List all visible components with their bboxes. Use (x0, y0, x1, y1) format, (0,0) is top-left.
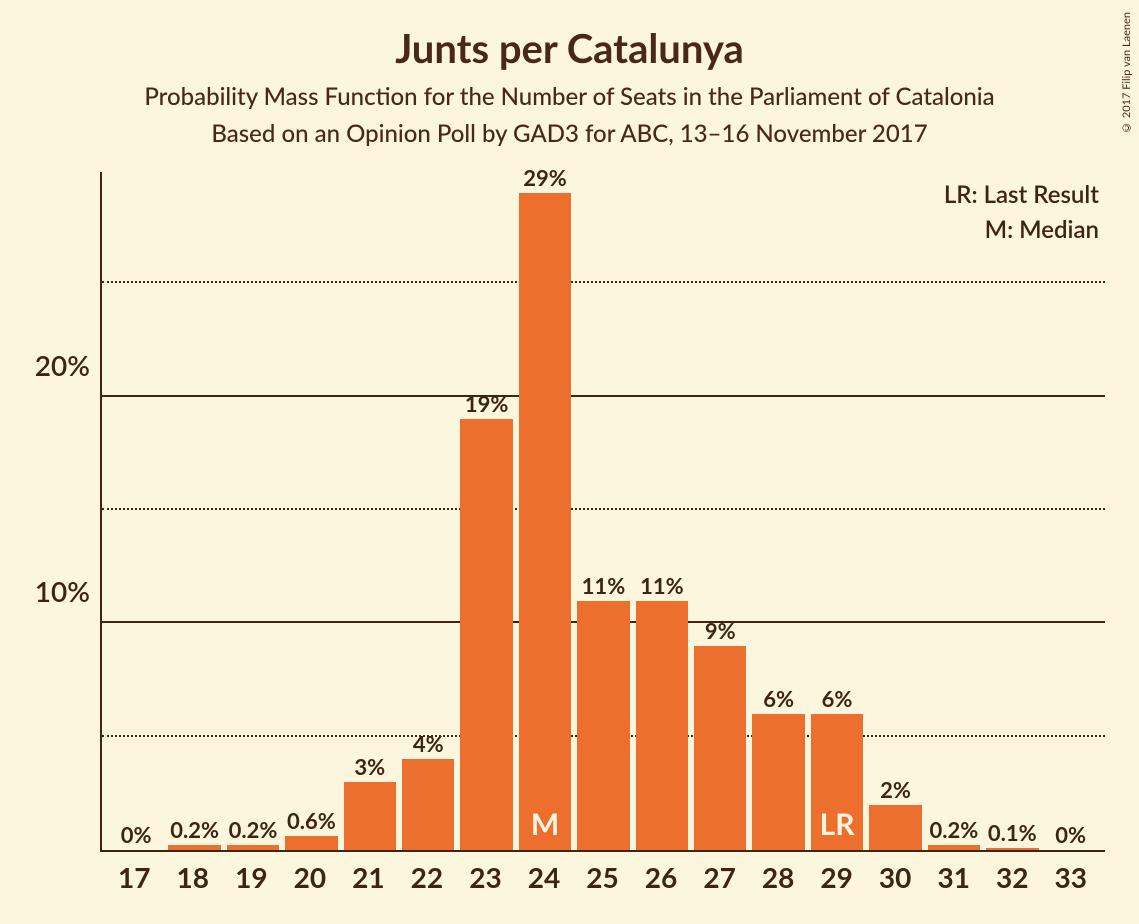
chart-subtitle-2: Based on an Opinion Poll by GAD3 for ABC… (0, 119, 1139, 148)
bar-wrap: 2% (869, 776, 921, 850)
bar (694, 646, 746, 850)
bar-wrap: 0.2% (227, 816, 279, 850)
x-axis-label: 22 (401, 860, 454, 894)
x-axis-label: 30 (869, 860, 922, 894)
bar-value-label: 29% (523, 164, 567, 191)
bar-wrap: 0% (110, 821, 162, 850)
bar: M (519, 193, 571, 850)
bar (344, 782, 396, 850)
bar-value-label: 0.6% (287, 807, 336, 834)
bar (928, 845, 980, 850)
bar-value-label: 11% (640, 572, 684, 599)
bar-wrap: 6% (752, 685, 804, 850)
bar-wrap: 0.1% (986, 819, 1038, 850)
bar (227, 845, 279, 850)
bar-value-label: 0% (121, 821, 152, 848)
bar-wrap: 0.2% (168, 816, 220, 850)
bar-wrap: 29% M (519, 164, 571, 850)
bar-value-label: 2% (880, 776, 911, 803)
x-axis-label: 18 (167, 860, 220, 894)
y-axis-label: 10% (35, 574, 90, 608)
chart-subtitle-1: Probability Mass Function for the Number… (0, 82, 1139, 111)
bar-value-label: 9% (705, 617, 736, 644)
bar-wrap: 11% (636, 572, 688, 850)
bar-value-label: 0% (1055, 821, 1086, 848)
x-axis-label: 31 (927, 860, 980, 894)
bar-value-label: 4% (413, 730, 444, 757)
x-axis-label: 19 (225, 860, 278, 894)
x-axis-label: 20 (284, 860, 337, 894)
chart-title: Junts per Catalunya (0, 24, 1139, 72)
bar-wrap: 3% (344, 753, 396, 850)
bar-wrap: 6% LR (811, 685, 863, 850)
x-axis-label: 23 (459, 860, 512, 894)
bar (577, 601, 629, 850)
plot-area: 0%0.2%0.2%0.6%3%4%19%29%M11%11%9%6%6%LR2… (100, 172, 1105, 852)
bar-wrap: 9% (694, 617, 746, 850)
x-axis-label: 21 (342, 860, 395, 894)
bar: LR (811, 714, 863, 850)
bar (869, 805, 921, 850)
bar (168, 845, 220, 850)
x-axis-label: 29 (810, 860, 863, 894)
x-axis-label: 26 (635, 860, 688, 894)
bar-value-label: 11% (582, 572, 626, 599)
bar-value-label: 0.1% (988, 819, 1037, 846)
x-axis-label: 28 (752, 860, 805, 894)
median-marker: M (531, 806, 559, 842)
bar-value-label: 6% (763, 685, 794, 712)
x-axis-label: 27 (693, 860, 746, 894)
bar-wrap: 4% (402, 730, 454, 850)
bar (752, 714, 804, 850)
bar-wrap: 11% (577, 572, 629, 850)
bar (460, 419, 512, 850)
titles-block: Junts per Catalunya Probability Mass Fun… (0, 0, 1139, 148)
bar-value-label: 6% (822, 685, 853, 712)
bar-value-label: 0.2% (930, 816, 979, 843)
bar-wrap: 0.2% (928, 816, 980, 850)
x-axis-label: 24 (518, 860, 571, 894)
bar-value-label: 19% (465, 390, 509, 417)
chart-area: 0%0.2%0.2%0.6%3%4%19%29%M11%11%9%6%6%LR2… (100, 172, 1105, 852)
bar-value-label: 0.2% (170, 816, 219, 843)
bar (986, 848, 1038, 850)
bars-container: 0%0.2%0.2%0.6%3%4%19%29%M11%11%9%6%6%LR2… (102, 172, 1105, 850)
bar-wrap: 19% (460, 390, 512, 850)
bar-value-label: 0.2% (229, 816, 278, 843)
last-result-marker: LR (820, 806, 855, 842)
bar-wrap: 0% (1045, 821, 1097, 850)
x-axis-label: 17 (108, 860, 161, 894)
y-axis-label: 20% (35, 348, 90, 382)
x-axis-label: 33 (1045, 860, 1098, 894)
x-axis-labels: 1718192021222324252627282930313233 (100, 860, 1105, 894)
bar-value-label: 3% (354, 753, 385, 780)
bar (285, 836, 337, 850)
bar-wrap: 0.6% (285, 807, 337, 850)
bar (402, 759, 454, 850)
copyright-text: © 2017 Filip van Laenen (1120, 12, 1133, 134)
bar (636, 601, 688, 850)
x-axis-label: 25 (576, 860, 629, 894)
x-axis-label: 32 (986, 860, 1039, 894)
